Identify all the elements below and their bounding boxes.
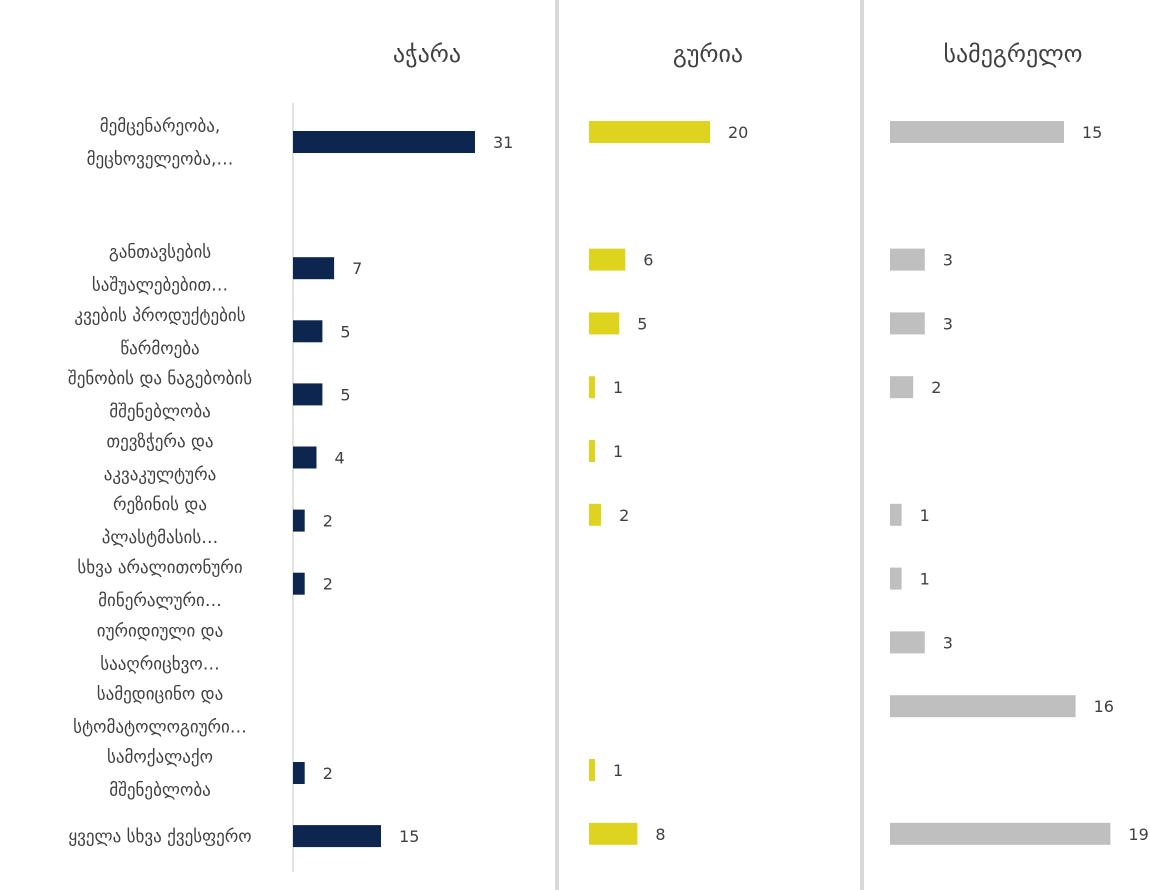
- category-label-line: კვების პროდუქტების: [74, 306, 245, 326]
- bar-series-1-category-5: [293, 446, 317, 469]
- value-label-series-2-category-4: 1: [613, 378, 623, 397]
- value-label-series-1-category-7: 2: [323, 575, 333, 594]
- bar-series-2-category-5: [589, 440, 595, 462]
- value-label-series-3-category-2: 3: [943, 251, 953, 270]
- category-label-line: აკვაკულტურა: [104, 465, 216, 485]
- bar-series-1-category-2: [293, 257, 335, 280]
- bar-series-3-category-3: [890, 312, 925, 335]
- panel-divider-2: [860, 0, 864, 890]
- value-label-series-1-category-3: 5: [340, 322, 350, 341]
- category-label-line: პლასტმასის…: [102, 528, 218, 548]
- panel-title-1: აჭარა: [393, 40, 461, 68]
- bar-series-2-category-1: [589, 121, 710, 143]
- value-label-series-3-category-11: 19: [1128, 825, 1148, 844]
- category-label-line: იურიდიული და: [97, 621, 223, 641]
- panel-dividers: [555, 0, 864, 890]
- value-label-series-1-category-6: 2: [323, 512, 333, 531]
- bar-series-2-category-6: [589, 503, 602, 526]
- bar-series-1-category-11: [293, 825, 381, 848]
- category-label: კვების პროდუქტების წარმოება: [74, 306, 245, 359]
- category-label-line: რეზინის და: [113, 495, 207, 515]
- bar-series-3-category-4: [890, 376, 914, 399]
- bar-series-1-category-10: [293, 762, 305, 784]
- value-label-series-2-category-11: 8: [655, 825, 665, 844]
- value-label-series-1-category-10: 2: [323, 764, 333, 783]
- bars: [293, 121, 1111, 848]
- bar-series-3-category-2: [890, 248, 925, 271]
- category-label: შენობის და ნაგებობის მშენებლობა: [68, 369, 252, 422]
- bar-series-1-category-7: [293, 572, 305, 595]
- category-label-line: მეცხოველეობა,…: [87, 150, 234, 170]
- value-label-series-2-category-3: 5: [637, 314, 647, 333]
- bar-series-3-category-9: [890, 695, 1076, 718]
- panel-title-3: სამეგრელო: [943, 40, 1082, 68]
- value-label-series-1-category-5: 4: [335, 449, 345, 468]
- value-label-series-3-category-4: 2: [931, 378, 941, 397]
- bar-series-1-category-4: [293, 383, 323, 406]
- bar-series-3-category-11: [890, 822, 1111, 845]
- category-label-line: მშენებლობა: [109, 781, 211, 801]
- category-label: მემცენარეობა, მეცხოველეობა,…: [87, 117, 234, 170]
- category-label: სხვა არალითონური მინერალური…: [77, 558, 242, 611]
- bar-series-2-category-2: [589, 248, 626, 271]
- panel-divider-1: [555, 0, 559, 890]
- category-label-line: სტომატოლოგიური…: [73, 717, 247, 737]
- bar-series-2-category-4: [589, 376, 595, 399]
- value-label-series-2-category-1: 20: [728, 123, 748, 142]
- category-label-line: განთავსების: [109, 243, 211, 263]
- category-label: განთავსების საშუალებებით…: [92, 243, 228, 296]
- panel-title-2: გურია: [673, 40, 743, 68]
- value-label-series-3-category-1: 15: [1082, 123, 1102, 142]
- value-label-series-2-category-6: 2: [619, 506, 629, 525]
- value-label-series-3-category-8: 3: [943, 633, 953, 652]
- category-label: სამედიცინო და სტომატოლოგიური…: [73, 684, 247, 737]
- value-label-series-3-category-9: 16: [1094, 697, 1114, 716]
- value-label-series-3-category-3: 3: [943, 314, 953, 333]
- category-label-line: შენობის და ნაგებობის: [68, 369, 252, 389]
- value-label-series-1-category-11: 15: [399, 827, 419, 846]
- category-labels: მემცენარეობა, მეცხოველეობა,… განთავსების სა…: [68, 117, 252, 848]
- bar-series-1-category-6: [293, 509, 305, 532]
- bar-series-3-category-1: [890, 121, 1064, 143]
- bar-series-3-category-6: [890, 503, 902, 526]
- value-label-series-1-category-2: 7: [352, 259, 362, 278]
- bar-series-3-category-7: [890, 567, 902, 590]
- category-label-line: მშენებლობა: [109, 402, 211, 422]
- category-label-line: წარმოება: [120, 339, 199, 359]
- value-label-series-2-category-5: 1: [613, 442, 623, 461]
- category-label-line: მემცენარეობა,: [100, 117, 221, 137]
- category-label-line: მინერალური…: [98, 591, 222, 611]
- bar-series-2-category-10: [589, 759, 595, 781]
- category-label-line: საშუალებებით…: [92, 276, 228, 296]
- value-label-series-2-category-10: 1: [613, 761, 623, 780]
- value-label-series-2-category-2: 6: [643, 251, 653, 270]
- value-label-series-3-category-6: 1: [920, 506, 930, 525]
- category-label-line: სააღრიცხვო…: [100, 654, 220, 674]
- category-label: რეზინის და პლასტმასის…: [102, 495, 218, 548]
- value-label-series-1-category-1: 31: [493, 133, 513, 152]
- bar-series-1-category-3: [293, 320, 323, 343]
- bar-series-1-category-1: [293, 131, 475, 153]
- category-label-line: სხვა არალითონური: [77, 558, 242, 578]
- category-label-line: სამედიცინო და: [97, 684, 223, 704]
- category-label: თევზჭერა და აკვაკულტურა: [104, 432, 216, 485]
- bar-series-2-category-3: [589, 312, 620, 335]
- category-label-line: თევზჭერა და: [106, 432, 213, 452]
- category-label: იურიდიული და სააღრიცხვო…: [97, 621, 223, 674]
- bar-series-3-category-8: [890, 631, 925, 654]
- category-label-line: სამოქალაქო: [107, 748, 213, 768]
- category-label-line: ყველა სხვა ქვესფერო: [68, 827, 251, 847]
- category-label: ყველა სხვა ქვესფერო: [68, 827, 251, 847]
- value-label-series-3-category-7: 1: [920, 570, 930, 589]
- bar-series-2-category-11: [589, 822, 638, 845]
- value-label-series-1-category-4: 5: [340, 385, 350, 404]
- category-label: სამოქალაქო მშენებლობა: [107, 748, 213, 801]
